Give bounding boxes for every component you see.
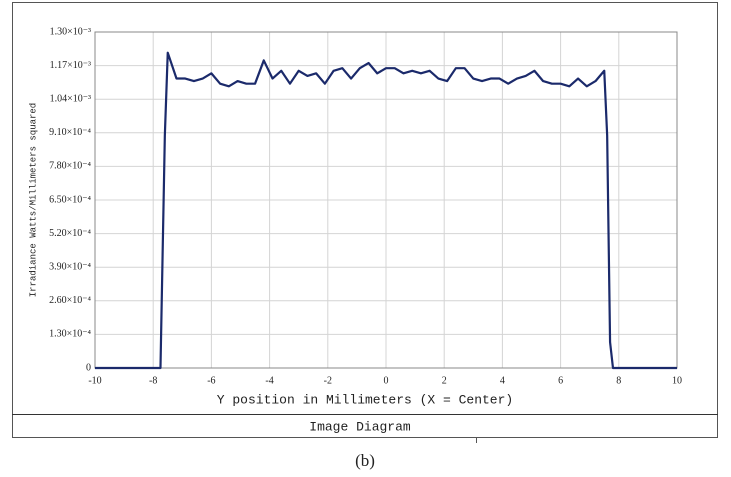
y-tick-label: 1.30×10⁻⁴ [49,329,91,340]
y-tick-label: 2.60×10⁻⁴ [49,295,91,306]
x-tick-label: 4 [500,375,505,386]
x-tick-label: 2 [442,375,447,386]
y-tick-label: 1.04×10⁻³ [50,93,91,104]
x-axis-label: Y position in Millimeters (X = Center) [217,392,513,407]
x-tick-label: 0 [384,375,389,386]
x-tick-label: -10 [88,375,101,386]
y-tick-label: 9.10×10⁻⁴ [49,127,91,138]
y-tick-label: 1.17×10⁻³ [50,60,91,71]
y-tick-label: 5.20×10⁻⁴ [49,228,91,239]
caption: (b) [355,451,375,470]
x-tick-label: -8 [149,375,157,386]
y-tick-label: 1.30×10⁻³ [50,26,91,37]
footer-title: Image Diagram [309,419,411,434]
x-tick-label: 8 [616,375,621,386]
x-tick-label: -4 [265,375,273,386]
frame [12,2,718,438]
x-tick-label: -6 [207,375,215,386]
x-tick-label: 6 [558,375,563,386]
plot-border [94,31,678,369]
y-tick-label: 6.50×10⁻⁴ [49,194,91,205]
data-line [95,51,677,370]
x-tick-label: 10 [672,375,682,386]
x-tick-label: -2 [324,375,332,386]
y-tick-label: 3.90×10⁻⁴ [49,261,91,272]
y-tick-label: 7.80×10⁻⁴ [49,161,91,172]
y-axis-label: Irradiance Watts/Millimeters squared [28,103,38,297]
y-tick-label: 0 [86,362,91,373]
